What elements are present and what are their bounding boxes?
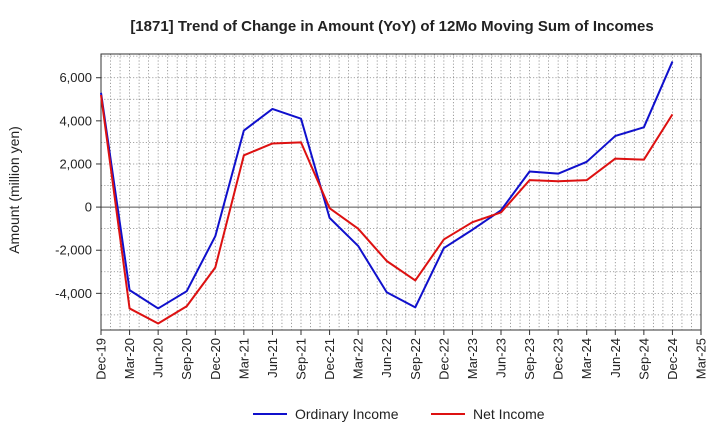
- x-tick-label: Sep-20: [179, 338, 194, 380]
- x-tick-label: Sep-22: [408, 338, 423, 380]
- x-tick-label: Dec-19: [94, 338, 109, 380]
- x-tick-label: Mar-25: [694, 338, 709, 379]
- series-lines: [100, 61, 674, 325]
- tick-labels: -4,000 -2,000 0 2,000 4,000 6,000 Dec-19 Mar-20…: [55, 70, 708, 380]
- x-tick-label: Mar-21: [236, 338, 251, 379]
- y-tick-label: 0: [85, 200, 92, 215]
- x-tick-label: Jun-24: [608, 338, 623, 378]
- x-tick-label: Mar-23: [465, 338, 480, 379]
- x-tick-label: Dec-20: [208, 338, 223, 380]
- x-tick-label: Jun-20: [151, 338, 166, 378]
- x-tick-label: Sep-21: [294, 338, 309, 380]
- x-tick-label: Jun-23: [494, 338, 509, 378]
- x-tick-label: Sep-23: [522, 338, 537, 380]
- x-tick-label: Jun-22: [379, 338, 394, 378]
- y-tick-label: -2,000: [55, 243, 92, 258]
- x-tick-label: Jun-21: [265, 338, 280, 378]
- legend: Ordinary Income Net Income: [253, 406, 545, 422]
- y-tick-label: -4,000: [55, 286, 92, 301]
- legend-label: Net Income: [473, 406, 545, 422]
- y-tick-label: 4,000: [59, 113, 92, 128]
- x-tick-label: Dec-22: [436, 338, 451, 380]
- y-axis-label: Amount (million yen): [6, 126, 22, 254]
- series-line-ordinary-income: [100, 61, 674, 310]
- y-tick-label: 6,000: [59, 70, 92, 85]
- series-line-net-income: [100, 94, 674, 325]
- x-tick-label: Mar-22: [351, 338, 366, 379]
- x-tick-label: Dec-21: [322, 338, 337, 380]
- legend-label: Ordinary Income: [295, 406, 399, 422]
- chart-title: [1871] Trend of Change in Amount (YoY) o…: [130, 18, 653, 35]
- grid-lines: [101, 54, 701, 330]
- legend-item: Net Income: [431, 406, 545, 422]
- plot-frame: [100, 53, 702, 331]
- axes: [96, 53, 702, 335]
- x-tick-label: Mar-24: [579, 338, 594, 379]
- legend-item: Ordinary Income: [253, 406, 399, 422]
- x-tick-label: Dec-24: [665, 338, 680, 380]
- y-tick-label: 2,000: [59, 156, 92, 171]
- x-tick-label: Mar-20: [122, 338, 137, 379]
- plot-area: [101, 54, 701, 330]
- x-tick-label: Dec-23: [551, 338, 566, 380]
- x-tick-label: Sep-24: [636, 338, 651, 380]
